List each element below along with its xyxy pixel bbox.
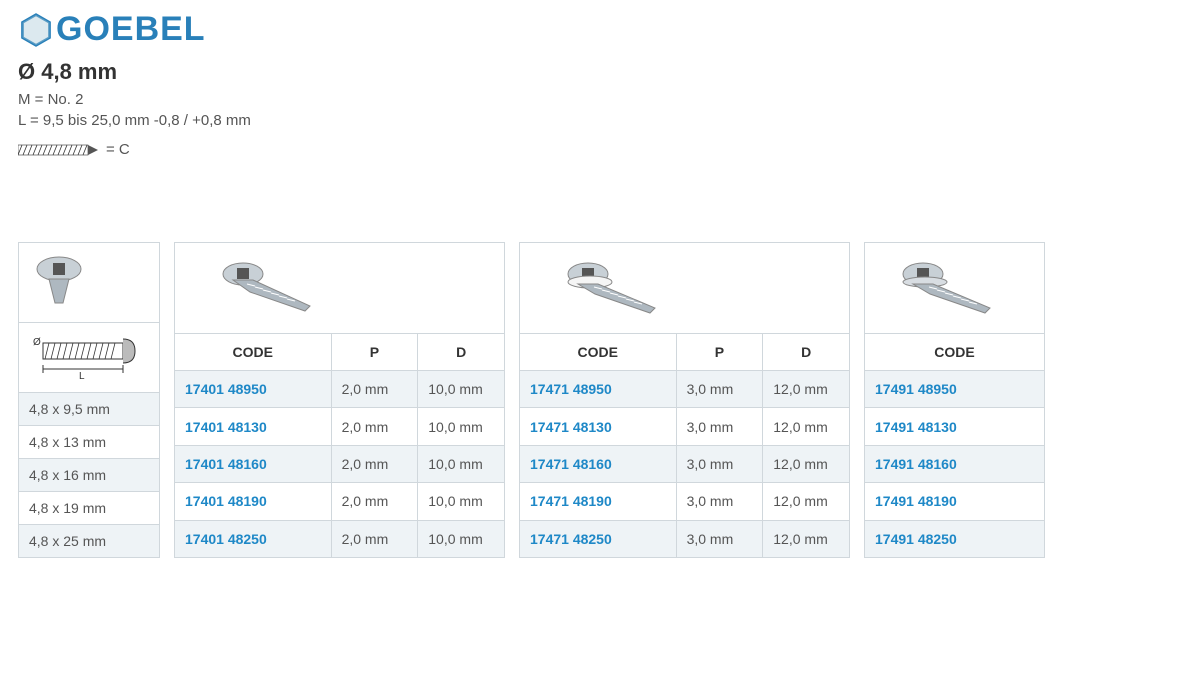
spec-block: Ø 4,8 mm M = No. 2 L = 9,5 bis 25,0 mm -… (18, 59, 1166, 162)
p-cell: 2,0 mm (331, 445, 418, 482)
code-cell[interactable]: 17401 48130 (175, 408, 332, 445)
screw-head-cell (19, 243, 160, 323)
d-cell: 10,0 mm (418, 445, 505, 482)
p-cell: 3,0 mm (676, 371, 763, 408)
col-code: CODE (520, 333, 677, 370)
code-cell[interactable]: 17401 48950 (175, 371, 332, 408)
d-cell: 10,0 mm (418, 520, 505, 557)
screw-schematic-icon: Ø L (29, 331, 149, 381)
screw-image-3 (865, 243, 1045, 334)
p-cell: 2,0 mm (331, 520, 418, 557)
code-cell[interactable]: 17401 48160 (175, 445, 332, 482)
code-cell[interactable]: 17471 48190 (520, 483, 677, 520)
p-cell: 2,0 mm (331, 408, 418, 445)
brand-logo: GOEBEL (18, 10, 1166, 49)
d-cell: 12,0 mm (763, 408, 850, 445)
dimension-table: Ø L 4,8 x 9,5 mm 4,8 x 13 mm 4,8 x 16 m (18, 242, 160, 558)
thread-icon (18, 141, 98, 159)
col-d: D (418, 333, 505, 370)
screw-washer-icon (560, 256, 680, 316)
code-cell[interactable]: 17491 48160 (865, 445, 1045, 482)
d-cell: 12,0 mm (763, 483, 850, 520)
l-line: L = 9,5 bis 25,0 mm -0,8 / +0,8 mm (18, 112, 1166, 129)
col-p: P (676, 333, 763, 370)
code-cell[interactable]: 17491 48950 (865, 371, 1045, 408)
group-table-1: CODE P D 17401 489502,0 mm10,0 mm 17401 … (174, 242, 505, 558)
group-table-2: CODE P D 17471 489503,0 mm12,0 mm 17471 … (519, 242, 850, 558)
thread-label: = C (106, 141, 130, 158)
code-cell[interactable]: 17401 48190 (175, 483, 332, 520)
thread-row: = C (18, 137, 1166, 162)
d-cell: 12,0 mm (763, 445, 850, 482)
screw-image-1 (175, 243, 505, 334)
screw-ring-icon (895, 256, 1015, 316)
code-cell[interactable]: 17491 48130 (865, 408, 1045, 445)
svg-text:Ø: Ø (33, 337, 41, 348)
p-cell: 3,0 mm (676, 483, 763, 520)
tables-container: Ø L 4,8 x 9,5 mm 4,8 x 13 mm 4,8 x 16 m (18, 242, 1166, 558)
screw-icon (215, 256, 335, 316)
svg-text:L: L (79, 371, 85, 381)
p-cell: 2,0 mm (331, 371, 418, 408)
screw-image-2 (520, 243, 850, 334)
dim-row: 4,8 x 9,5 mm (19, 393, 160, 426)
code-cell[interactable]: 17401 48250 (175, 520, 332, 557)
d-cell: 10,0 mm (418, 371, 505, 408)
d-cell: 10,0 mm (418, 483, 505, 520)
col-code: CODE (175, 333, 332, 370)
dim-row: 4,8 x 16 mm (19, 459, 160, 492)
col-d: D (763, 333, 850, 370)
p-cell: 3,0 mm (676, 520, 763, 557)
dim-row: 4,8 x 25 mm (19, 525, 160, 558)
dim-row: 4,8 x 13 mm (19, 426, 160, 459)
group-table-3: CODE 17491 48950 17491 48130 17491 48160… (864, 242, 1045, 558)
code-cell[interactable]: 17491 48190 (865, 483, 1045, 520)
screw-head-icon (29, 251, 89, 311)
col-p: P (331, 333, 418, 370)
p-cell: 3,0 mm (676, 408, 763, 445)
hex-icon (18, 12, 54, 48)
screw-schematic-cell: Ø L (19, 323, 160, 393)
p-cell: 3,0 mm (676, 445, 763, 482)
m-line: M = No. 2 (18, 91, 1166, 108)
code-cell[interactable]: 17491 48250 (865, 520, 1045, 557)
d-cell: 10,0 mm (418, 408, 505, 445)
code-cell[interactable]: 17471 48950 (520, 371, 677, 408)
d-cell: 12,0 mm (763, 371, 850, 408)
col-code: CODE (865, 333, 1045, 370)
code-cell[interactable]: 17471 48160 (520, 445, 677, 482)
dim-row: 4,8 x 19 mm (19, 492, 160, 525)
p-cell: 2,0 mm (331, 483, 418, 520)
brand-text: GOEBEL (56, 10, 206, 49)
d-cell: 12,0 mm (763, 520, 850, 557)
code-cell[interactable]: 17471 48250 (520, 520, 677, 557)
diameter-title: Ø 4,8 mm (18, 59, 1166, 85)
code-cell[interactable]: 17471 48130 (520, 408, 677, 445)
